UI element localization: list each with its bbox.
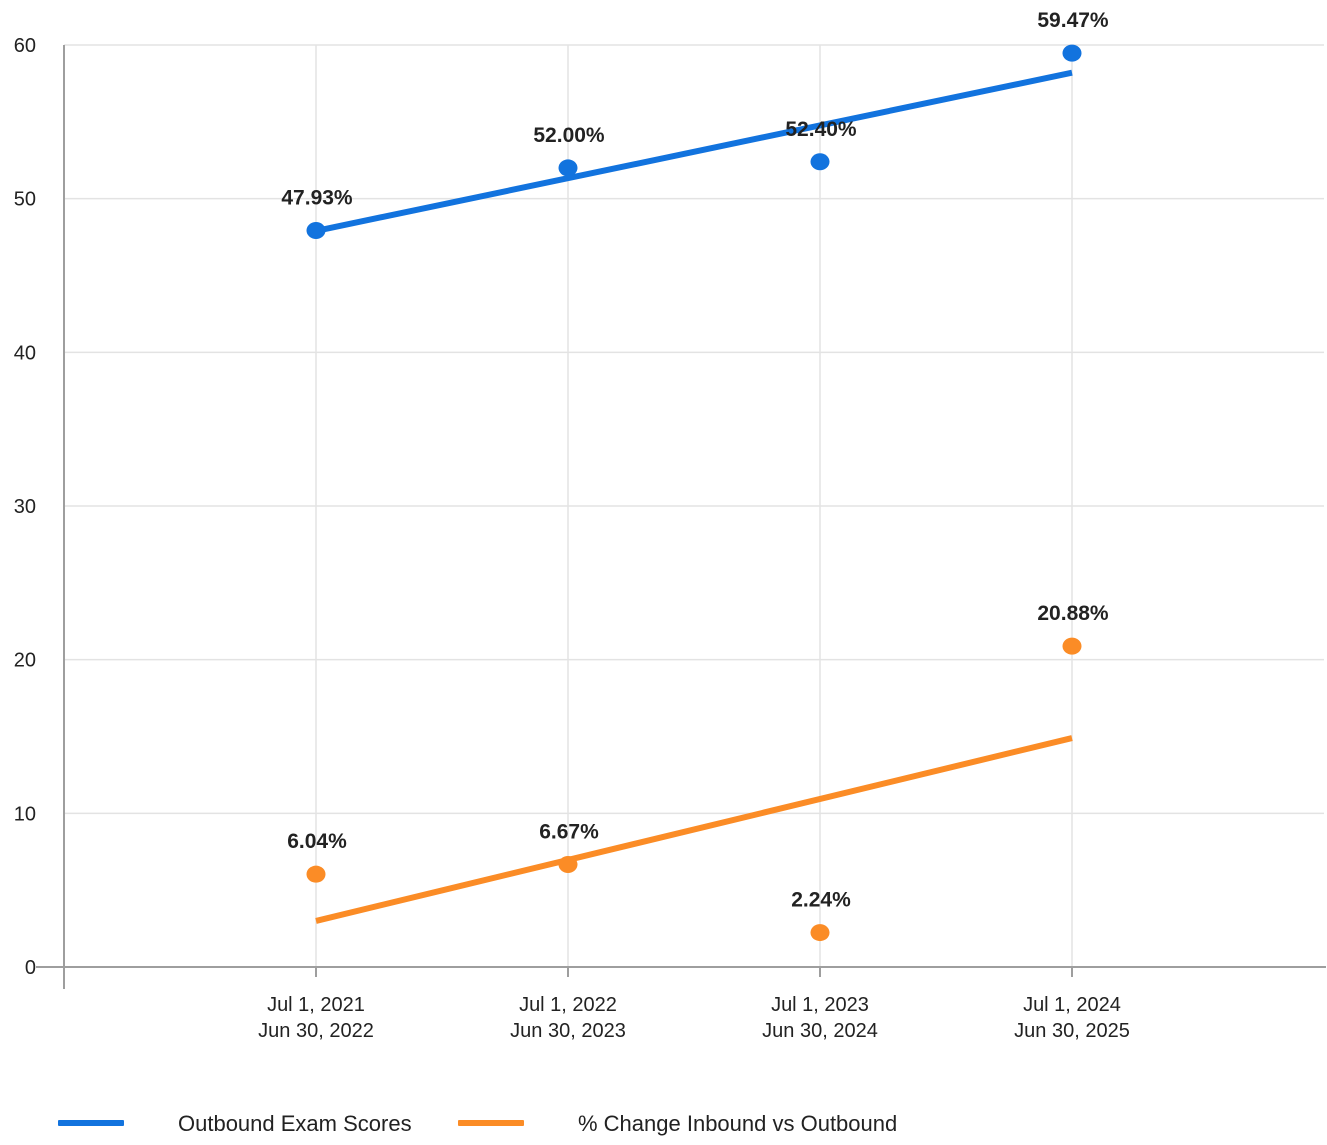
data-label-1: 6.04% xyxy=(287,830,347,853)
y-tick-label: 40 xyxy=(14,342,36,364)
x-tick-label: Jun 30, 2022 xyxy=(258,1020,374,1042)
data-point-0 xyxy=(810,153,830,171)
data-label-1: 6.67% xyxy=(539,821,599,844)
y-tick-label: 50 xyxy=(14,189,36,211)
legend-label-change: % Change Inbound vs Outbound xyxy=(578,1111,898,1136)
data-label-1: 20.88% xyxy=(1037,602,1109,625)
x-tick-label: Jul 1, 2021 xyxy=(267,994,365,1016)
legend-label-outbound: Outbound Exam Scores xyxy=(178,1111,412,1136)
y-tick-label: 30 xyxy=(14,496,36,518)
data-label-0: 52.00% xyxy=(533,124,605,147)
y-tick-label: 60 xyxy=(14,35,36,57)
data-point-1 xyxy=(558,856,578,874)
y-tick-label: 20 xyxy=(14,650,36,672)
data-label-0: 59.47% xyxy=(1037,9,1109,32)
trendline-1 xyxy=(315,735,1073,924)
x-tick-label: Jul 1, 2023 xyxy=(771,994,869,1016)
data-point-1 xyxy=(810,924,830,942)
data-point-1 xyxy=(306,865,326,883)
data-point-0 xyxy=(558,159,578,177)
data-point-0 xyxy=(1062,44,1082,62)
x-tick-label: Jun 30, 2024 xyxy=(762,1020,878,1042)
chart: 0 10 20 30 40 50 60 Jul 1, 2021 Jun 30, 2022 Jul … xyxy=(14,9,1326,1042)
data-label-1: 2.24% xyxy=(791,889,851,912)
x-tick-label: Jun 30, 2023 xyxy=(510,1020,626,1042)
trendline-0 xyxy=(315,69,1073,234)
y-tick-label: 10 xyxy=(14,803,36,825)
y-tick-label: 0 xyxy=(25,957,36,979)
data-point-1 xyxy=(1062,637,1082,655)
data-label-0: 52.40% xyxy=(785,118,857,141)
legend: Outbound Exam Scores % Change Inbound vs… xyxy=(0,1105,1327,1145)
x-tick-label: Jul 1, 2024 xyxy=(1023,994,1121,1016)
data-label-0: 47.93% xyxy=(281,186,353,209)
legend-swatch-change xyxy=(458,1120,524,1126)
data-point-0 xyxy=(306,221,326,239)
legend-swatch-outbound xyxy=(58,1120,124,1126)
x-tick-label: Jun 30, 2025 xyxy=(1014,1020,1130,1042)
x-tick-label: Jul 1, 2022 xyxy=(519,994,617,1016)
